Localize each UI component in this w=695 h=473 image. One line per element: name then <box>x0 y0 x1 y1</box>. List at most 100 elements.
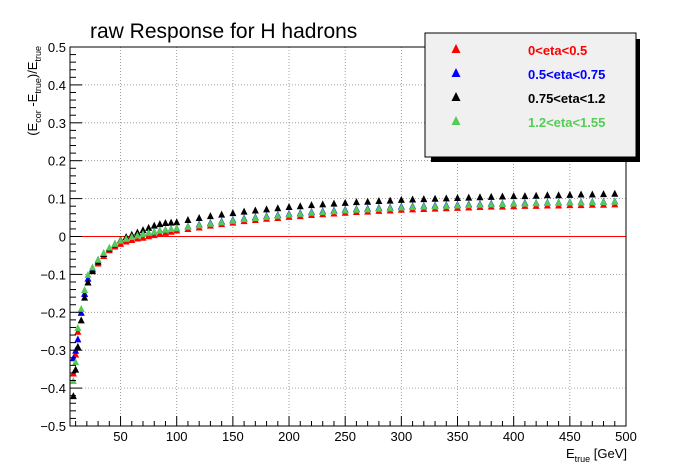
data-point-series-3 <box>375 196 383 204</box>
data-points <box>69 189 619 400</box>
data-point-series-2 <box>84 274 92 282</box>
data-point-series-4 <box>100 248 108 256</box>
data-point-series-3 <box>431 194 439 202</box>
x-tick-label: 500 <box>615 429 637 444</box>
data-point-series-3 <box>156 220 164 228</box>
data-point-series-3 <box>319 200 327 208</box>
y-tick-label: 0.1 <box>48 192 66 207</box>
x-tick-label: 350 <box>447 429 469 444</box>
legend-label-series-2: 0.5<eta<0.75 <box>528 67 605 82</box>
y-tick-label: −0.1 <box>40 267 66 282</box>
data-point-series-4 <box>510 199 518 207</box>
data-point-series-4 <box>72 358 80 366</box>
data-point-series-3 <box>218 210 226 218</box>
data-point-series-4 <box>88 263 96 271</box>
data-point-series-4 <box>611 197 619 205</box>
legend-box <box>424 32 637 158</box>
x-tick-label: 50 <box>113 429 127 444</box>
axis-ticks <box>70 46 627 427</box>
data-point-series-3 <box>285 203 293 211</box>
data-point-series-4 <box>352 205 360 213</box>
data-point-series-4 <box>543 198 551 206</box>
y-axis-label: (Ecor -Etrue)/Etrue <box>25 46 43 136</box>
x-tick-label: 100 <box>166 429 188 444</box>
x-tick-label: 450 <box>559 429 581 444</box>
data-point-series-4 <box>442 201 450 209</box>
data-point-series-4 <box>600 198 608 206</box>
legend-label-series-3: 0.75<eta<1.2 <box>528 91 605 106</box>
data-point-series-3 <box>139 226 147 234</box>
data-point-series-3 <box>307 201 315 209</box>
data-point-series-4 <box>167 225 175 233</box>
data-point-series-3 <box>161 218 169 226</box>
data-point-series-4 <box>386 204 394 212</box>
data-point-series-3 <box>145 223 153 231</box>
data-point-series-3 <box>274 204 282 212</box>
data-point-series-4 <box>156 226 164 234</box>
data-point-series-3 <box>84 278 92 286</box>
data-point-series-4 <box>375 204 383 212</box>
data-point-series-3 <box>600 190 608 198</box>
y-tick-label: 0.5 <box>48 40 66 55</box>
data-point-series-3 <box>577 190 585 198</box>
data-point-series-1 <box>74 327 82 335</box>
data-point-series-4 <box>364 205 372 213</box>
x-tick-label: 400 <box>503 429 525 444</box>
axis-tick-labels: 50 100 150 200 250 300 350 400 450 500 −0.5 −0.4 −0.… <box>40 40 637 444</box>
data-point-series-4 <box>341 206 349 214</box>
data-point-series-3 <box>263 205 271 213</box>
y-tick-label: −0.3 <box>40 343 66 358</box>
data-point-series-3 <box>206 212 214 220</box>
legend-label-series-4: 1.2<eta<1.55 <box>528 115 605 130</box>
x-tick-label: 150 <box>222 429 244 444</box>
data-point-series-3 <box>195 214 203 222</box>
data-point-series-4 <box>319 207 327 215</box>
data-point-series-4 <box>240 215 248 223</box>
x-tick-label: 200 <box>278 429 300 444</box>
data-point-series-3 <box>229 209 237 217</box>
data-point-series-4 <box>84 270 92 278</box>
data-point-series-4 <box>117 236 125 244</box>
data-point-series-3 <box>150 221 158 229</box>
data-point-series-4 <box>521 199 529 207</box>
data-point-series-3 <box>454 193 462 201</box>
data-point-series-4 <box>498 200 506 208</box>
data-point-series-4 <box>122 234 130 242</box>
data-point-series-3 <box>364 197 372 205</box>
data-point-series-4 <box>409 203 417 211</box>
data-point-series-4 <box>206 219 214 227</box>
data-point-series-3 <box>409 195 417 203</box>
data-point-series-4 <box>218 218 226 226</box>
data-point-series-4 <box>229 216 237 224</box>
data-point-series-4 <box>285 210 293 218</box>
data-point-series-3 <box>341 198 349 206</box>
data-point-series-3 <box>240 207 248 215</box>
data-point-series-3 <box>251 206 259 214</box>
data-point-series-4 <box>74 323 82 331</box>
data-point-series-4 <box>431 202 439 210</box>
data-point-series-4 <box>555 198 563 206</box>
data-point-series-3 <box>77 316 85 324</box>
data-point-series-4 <box>173 224 181 232</box>
data-point-series-4 <box>77 305 85 313</box>
data-point-series-4 <box>150 227 158 235</box>
x-tick-label: 250 <box>334 429 356 444</box>
data-point-series-4 <box>184 222 192 230</box>
data-point-series-3 <box>167 218 175 226</box>
legend: 0<eta<0.5 0.5<eta<0.75 0.75<eta<1.2 1.2<… <box>424 32 640 162</box>
data-point-series-4 <box>105 243 113 251</box>
data-point-series-3 <box>521 192 529 200</box>
data-point-series-3 <box>566 190 574 198</box>
data-point-series-4 <box>487 200 495 208</box>
data-point-series-3 <box>487 192 495 200</box>
legend-label-series-1: 0<eta<0.5 <box>528 43 587 58</box>
data-point-series-4 <box>111 239 119 247</box>
data-point-series-4 <box>588 198 596 206</box>
legend-marker-series-1 <box>451 44 461 53</box>
data-point-series-3 <box>498 192 506 200</box>
data-point-series-4 <box>94 255 102 263</box>
data-point-series-3 <box>532 191 540 199</box>
data-point-series-4 <box>161 225 169 233</box>
data-point-series-3 <box>352 198 360 206</box>
